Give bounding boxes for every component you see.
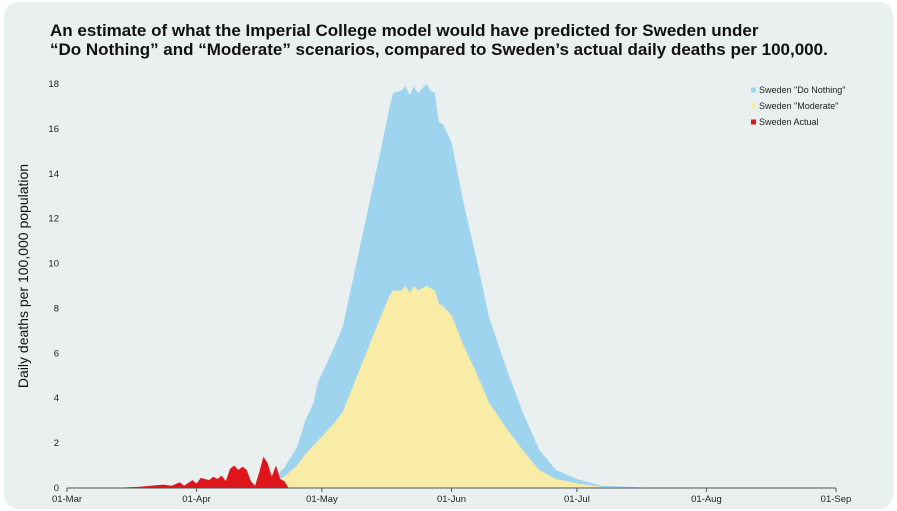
x-tick-label: 01-Aug <box>691 494 722 505</box>
series-area-sweden-moderate <box>271 286 657 488</box>
y-axis-label: Daily deaths per 100,000 population <box>15 164 31 388</box>
x-tick-label: 01-Jul <box>564 494 590 505</box>
y-tick-label: 6 <box>54 348 59 359</box>
x-tick-label: 01-May <box>306 494 338 505</box>
y-axis-ticks: 0 2 4 6 8 10 12 14 16 18 <box>48 79 59 494</box>
legend-swatch-sweden-moderate <box>751 103 756 109</box>
legend-label-sweden-do-nothing: Sweden "Do Nothing" <box>759 85 845 95</box>
y-tick-label: 16 <box>48 124 59 135</box>
y-tick-label: 8 <box>54 303 59 314</box>
y-tick-label: 12 <box>48 214 59 225</box>
legend-label-sweden-actual: Sweden Actual <box>759 117 819 127</box>
chart-title-line-2: “Do Nothing” and “Moderate” scenarios, c… <box>50 40 828 59</box>
y-tick-label: 10 <box>48 259 59 270</box>
x-axis-ticks: 01-Mar 01-Apr 01-May 01-Jun 01-Jul 01-Aug 01-S… <box>52 488 851 505</box>
x-tick-label: 01-Mar <box>52 494 82 505</box>
y-tick-label: 4 <box>54 393 59 404</box>
x-tick-label: 01-Jun <box>437 494 466 505</box>
x-tick-label: 01-Sep <box>821 494 852 505</box>
chart-title-line-1: An estimate of what the Imperial College… <box>50 21 759 40</box>
legend-swatch-sweden-actual <box>751 119 756 125</box>
legend: Sweden "Do Nothing" Sweden "Moderate" Swed… <box>751 85 845 127</box>
x-tick-label: 01-Apr <box>182 494 211 505</box>
legend-swatch-sweden-do-nothing <box>751 87 756 93</box>
y-tick-label: 14 <box>48 169 59 180</box>
series-area-sweden-actual <box>112 456 289 488</box>
legend-label-sweden-moderate: Sweden "Moderate" <box>759 101 838 111</box>
y-tick-label: 2 <box>54 438 59 449</box>
y-tick-label: 18 <box>48 79 59 90</box>
series-areas <box>112 84 657 488</box>
chart-title: An estimate of what the Imperial College… <box>50 21 870 59</box>
y-tick-label: 0 <box>54 483 59 494</box>
